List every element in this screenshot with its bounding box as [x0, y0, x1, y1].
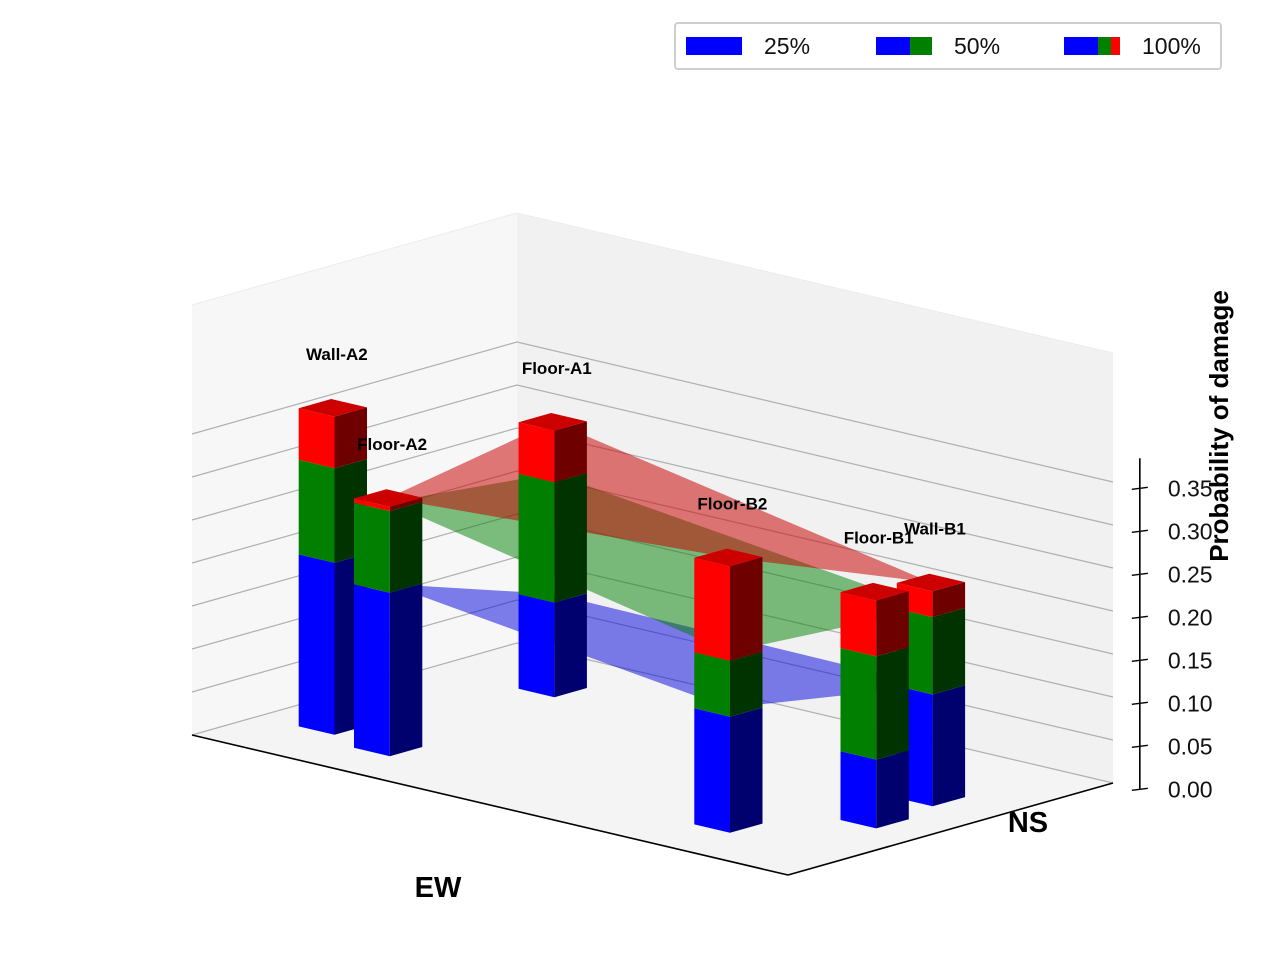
bar-face-front-p50: [518, 473, 555, 603]
bar-floor-b1: [840, 582, 909, 829]
bar-face-top: [354, 489, 423, 507]
bar-face-side-p50: [932, 607, 966, 695]
z-tick-label-6: 0.30: [1168, 518, 1213, 544]
bar-face-top: [840, 582, 909, 601]
bar-floor-a1: [518, 413, 587, 698]
z-tick-mark-6: [1131, 529, 1148, 533]
axes-lines: [191, 458, 1148, 876]
z-tick-mark-5: [1131, 572, 1148, 576]
legend-swatch-25: [686, 37, 742, 55]
bar-face-side-p25: [389, 583, 423, 757]
bar-label-wall-a2: Wall-A2: [306, 345, 368, 364]
bar-face-top: [694, 548, 763, 567]
bar-face-front-p50: [298, 459, 335, 563]
bar-face-front-p100: [354, 498, 390, 512]
bar-face-top: [518, 413, 587, 431]
bar-label-floor-a1: Floor-A1: [522, 359, 592, 378]
legend-label-25: 25%: [764, 32, 811, 59]
bar-face-side-p50: [554, 473, 587, 603]
pane-edge: [191, 212, 1114, 354]
bar-face-front-p100: [298, 408, 335, 469]
bar-face-front-p25: [694, 708, 730, 833]
bar-face-front-p25: [518, 594, 555, 698]
bar-face-side-p50: [389, 501, 423, 593]
bar-face-side-p100: [876, 591, 909, 657]
bar-face-side-p100: [932, 582, 966, 618]
bar-face-front-p50: [354, 502, 390, 593]
z-tick-mark-3: [1131, 658, 1148, 662]
bar-label-floor-b2: Floor-B2: [697, 494, 767, 513]
z-tick-mark-2: [1131, 701, 1148, 705]
z-tick-label-4: 0.20: [1168, 604, 1213, 630]
legend: 25% 50% 100%: [674, 22, 1222, 70]
bar-face-side-p100: [554, 421, 587, 483]
bar-face-top: [298, 399, 367, 417]
bar-face-front-p100: [694, 557, 730, 661]
z-tick-label-3: 0.15: [1168, 647, 1213, 673]
bar-face-front-p25: [354, 584, 390, 757]
ew-axis-line: [191, 734, 789, 876]
bar-label-floor-b1: Floor-B1: [844, 529, 914, 548]
bar-face-front-p100: [518, 422, 555, 483]
z-tick-mark-0: [1131, 787, 1148, 791]
legend-swatch-50: [876, 37, 932, 55]
legend-label-100: 100%: [1142, 32, 1201, 59]
legend-swatch-100: [1064, 37, 1120, 55]
y-axis-label: NS: [1008, 807, 1048, 839]
z-tick-labels: 0.00 0.05 0.10 0.15 0.20 0.25 0.30 0.35: [1168, 475, 1213, 802]
bar-face-side-p25: [932, 685, 966, 807]
legend-label-50: 50%: [954, 32, 1001, 59]
bar-label-wall-b1: Wall-B1: [904, 519, 966, 538]
bar-face-side-p100: [730, 557, 763, 661]
bar-face-side-p100: [389, 497, 423, 512]
z-tick-mark-7: [1131, 486, 1148, 490]
bar-face-side-p100: [334, 407, 367, 469]
bar-columns: [298, 399, 966, 833]
bar-face-top: [896, 573, 966, 592]
z-tick-label-5: 0.25: [1168, 561, 1213, 587]
bar-face-front-p25: [840, 751, 877, 829]
z-tick-label-0: 0.00: [1168, 776, 1213, 802]
bar-face-front-p25: [298, 554, 335, 735]
bar-face-side-p25: [876, 750, 909, 829]
z-axis-label: Probability of damage: [1204, 290, 1234, 562]
z-tick-label-2: 0.10: [1168, 690, 1213, 716]
bar-label-floor-a2: Floor-A2: [357, 435, 427, 454]
bar-face-front-p50: [694, 652, 730, 717]
bar-floor-b2: [694, 548, 763, 833]
legend-item-50: 50%: [876, 24, 1000, 68]
bar-face-side-p50: [876, 647, 909, 760]
bar-face-side-p25: [730, 707, 763, 833]
bar-floor-a2: [354, 489, 423, 757]
z-tick-mark-4: [1131, 615, 1148, 619]
bar-face-side-p50: [730, 651, 763, 717]
ns-axis-line: [787, 782, 1114, 876]
bar-face-front-p50: [840, 648, 877, 760]
z-tick-mark-1: [1131, 744, 1148, 748]
legend-item-25: 25%: [686, 24, 810, 68]
bar-face-front-p100: [840, 592, 877, 657]
legend-item-100: 100%: [1064, 24, 1201, 68]
z-tick-label-7: 0.35: [1168, 475, 1213, 501]
bar-face-side-p25: [554, 593, 587, 698]
z-tick-label-1: 0.05: [1168, 733, 1213, 759]
grid-line-7: [191, 341, 1114, 483]
x-axis-label: EW: [415, 872, 462, 904]
